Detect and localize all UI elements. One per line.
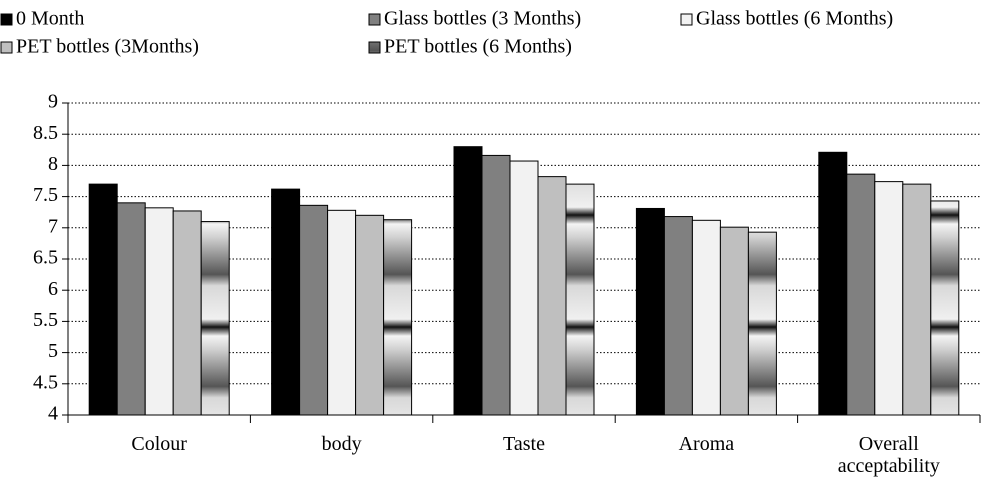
bar [88,183,118,416]
legend-label: PET bottles (3Months) [16,36,199,58]
bar [144,207,174,416]
bar [453,146,483,416]
bar [383,219,413,416]
y-tick-label: 4 [48,403,58,425]
x-tick-label: Aroma [678,433,735,455]
bar [537,176,567,416]
y-tick-label: 8.5 [33,122,58,144]
bar [691,219,721,416]
bar [355,214,385,416]
y-tick-label: 7 [48,215,58,237]
legend-label: 0 Month [16,8,84,30]
bar [172,210,202,416]
legend-swatch [0,13,13,26]
bar [635,207,665,416]
y-tick-label: 5.5 [33,309,58,331]
bar [874,181,904,416]
bar [818,151,848,416]
bar [271,188,301,416]
legend-label: Glass bottles (6 Months) [696,8,893,30]
bar [747,231,777,416]
x-tick-label: body [321,433,362,455]
x-tick-label: Colour [131,433,187,455]
legend-label: Glass bottles (3 Months) [384,8,581,30]
bar [481,154,511,416]
bar [116,202,146,416]
y-tick-label: 8 [48,153,58,175]
bar [327,209,357,416]
x-tick-label: Overall acceptability [837,433,940,477]
legend-swatch [368,13,381,26]
y-tick-label: 7.5 [33,184,58,206]
y-tick-label: 6.5 [33,247,58,269]
bar [509,160,539,416]
legend-swatch [0,41,13,54]
y-tick-label: 5 [48,340,58,362]
bar [902,183,932,416]
bar [719,226,749,416]
bar [200,221,230,416]
bar [663,216,693,416]
y-tick-label: 9 [48,91,58,113]
bar [930,200,960,416]
legend-swatch [368,41,381,54]
legend-label: PET bottles (6 Months) [384,36,572,58]
y-tick-label: 6 [48,278,58,300]
legend-swatch [680,13,693,26]
x-tick-label: Taste [503,433,545,455]
bar [846,173,876,416]
bar [299,204,329,416]
y-tick-label: 4.5 [33,371,58,393]
bar [565,183,595,416]
